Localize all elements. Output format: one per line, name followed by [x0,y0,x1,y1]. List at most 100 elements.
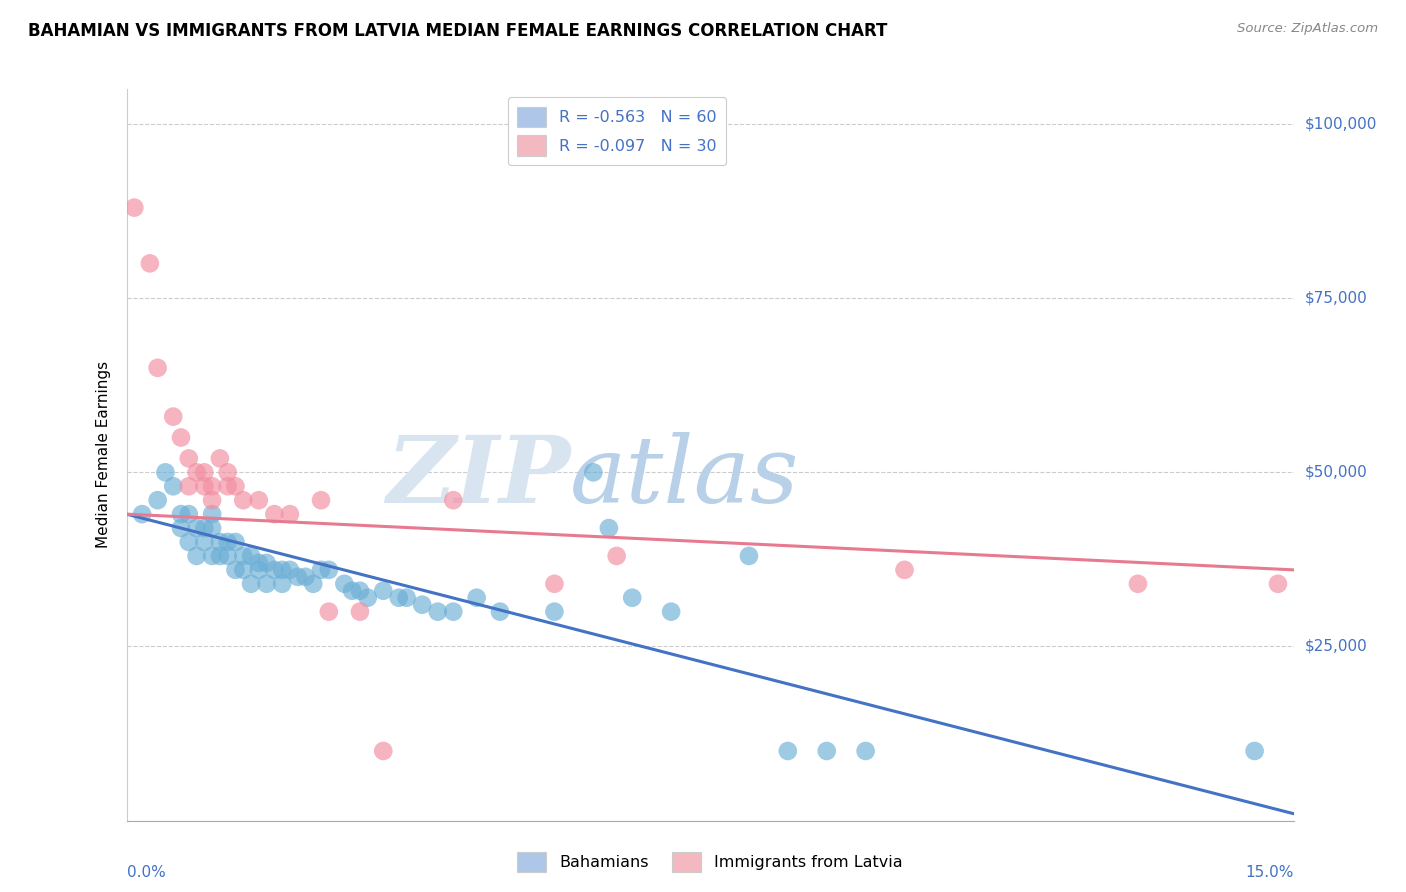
Point [395,591,418,605]
Point [271,563,294,577]
Point [411,598,433,612]
Point [201,493,224,508]
Point [373,583,395,598]
Point [247,563,270,577]
Point [240,576,263,591]
Point [349,605,371,619]
Point [201,549,224,563]
Point [193,535,215,549]
Point [193,521,215,535]
Point [155,466,177,480]
Point [217,549,239,563]
Point [621,591,644,605]
Point [247,556,270,570]
Text: $50,000: $50,000 [1305,465,1368,480]
Point [815,744,838,758]
Point [193,466,215,480]
Text: 0.0%: 0.0% [127,864,166,880]
Text: $100,000: $100,000 [1305,117,1378,131]
Point [201,521,224,535]
Point [217,535,239,549]
Point [193,479,215,493]
Point [441,493,464,508]
Point [373,744,395,758]
Point [224,479,246,493]
Text: Source: ZipAtlas.com: Source: ZipAtlas.com [1237,22,1378,36]
Text: atlas: atlas [569,432,800,522]
Point [309,563,332,577]
Point [170,507,193,521]
Point [441,605,464,619]
Text: $25,000: $25,000 [1305,639,1368,654]
Point [340,583,363,598]
Point [177,479,200,493]
Point [208,451,231,466]
Point [659,605,682,619]
Point [201,507,224,521]
Text: BAHAMIAN VS IMMIGRANTS FROM LATVIA MEDIAN FEMALE EARNINGS CORRELATION CHART: BAHAMIAN VS IMMIGRANTS FROM LATVIA MEDIA… [28,22,887,40]
Point [349,583,371,598]
Point [256,556,278,570]
Point [177,507,200,521]
Point [606,549,628,563]
Point [287,570,309,584]
Point [208,549,231,563]
Point [333,576,356,591]
Point [131,507,153,521]
Point [489,605,512,619]
Point [278,563,301,577]
Point [1126,576,1149,591]
Point [738,549,761,563]
Point [309,493,332,508]
Point [855,744,877,758]
Point [426,605,449,619]
Point [177,535,200,549]
Point [170,430,193,444]
Point [162,479,184,493]
Point [263,507,285,521]
Text: $75,000: $75,000 [1305,291,1368,306]
Point [302,576,325,591]
Point [162,409,184,424]
Point [1243,744,1265,758]
Point [217,479,239,493]
Point [271,576,294,591]
Point [186,466,208,480]
Point [465,591,488,605]
Point [170,521,193,535]
Point [256,576,278,591]
Point [776,744,799,758]
Point [294,570,316,584]
Point [186,521,208,535]
Point [357,591,380,605]
Point [232,549,254,563]
Point [208,535,231,549]
Point [217,466,239,480]
Point [318,563,340,577]
Point [146,360,169,375]
Point [1267,576,1289,591]
Point [278,507,301,521]
Point [201,479,224,493]
Point [388,591,411,605]
Y-axis label: Median Female Earnings: Median Female Earnings [96,361,111,549]
Point [247,493,270,508]
Point [224,563,246,577]
Point [146,493,169,508]
Point [224,535,246,549]
Point [893,563,915,577]
Point [543,576,565,591]
Point [186,549,208,563]
Point [232,563,254,577]
Point [139,256,162,270]
Point [543,605,565,619]
Point [582,466,605,480]
Point [177,451,200,466]
Text: ZIP: ZIP [385,432,569,522]
Point [318,605,340,619]
Point [240,549,263,563]
Text: 15.0%: 15.0% [1246,864,1294,880]
Point [232,493,254,508]
Point [598,521,620,535]
Point [263,563,285,577]
